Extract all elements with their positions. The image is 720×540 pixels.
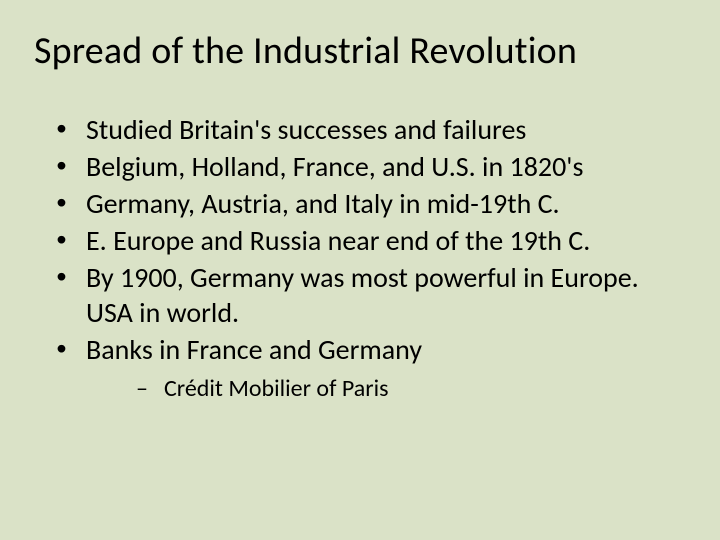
bullet-text: By 1900, Germany was most powerful in Eu… xyxy=(86,260,639,330)
bullet-text: E. Europe and Russia near end of the 19t… xyxy=(86,223,590,258)
bullet-text: Studied Britain's successes and failures xyxy=(86,112,526,147)
slide-title: Spread of the Industrial Revolution xyxy=(34,28,686,74)
list-item: Belgium, Holland, France, and U.S. in 18… xyxy=(34,149,686,184)
list-item: Studied Britain's successes and failures xyxy=(34,112,686,147)
bullet-list: Studied Britain's successes and failures… xyxy=(34,112,686,404)
bullet-text: Germany, Austria, and Italy in mid-19th … xyxy=(86,186,560,221)
sub-bullet-text: Crédit Mobilier of Paris xyxy=(164,374,388,403)
list-item: E. Europe and Russia near end of the 19t… xyxy=(34,223,686,258)
list-item: Banks in France and Germany Crédit Mobil… xyxy=(34,332,686,404)
list-item: By 1900, Germany was most powerful in Eu… xyxy=(34,260,686,330)
sub-list-item: Crédit Mobilier of Paris xyxy=(86,373,686,404)
sub-bullet-list: Crédit Mobilier of Paris xyxy=(86,373,686,404)
list-item: Germany, Austria, and Italy in mid-19th … xyxy=(34,186,686,221)
bullet-text: Belgium, Holland, France, and U.S. in 18… xyxy=(86,149,583,184)
bullet-text: Banks in France and Germany xyxy=(86,332,422,367)
